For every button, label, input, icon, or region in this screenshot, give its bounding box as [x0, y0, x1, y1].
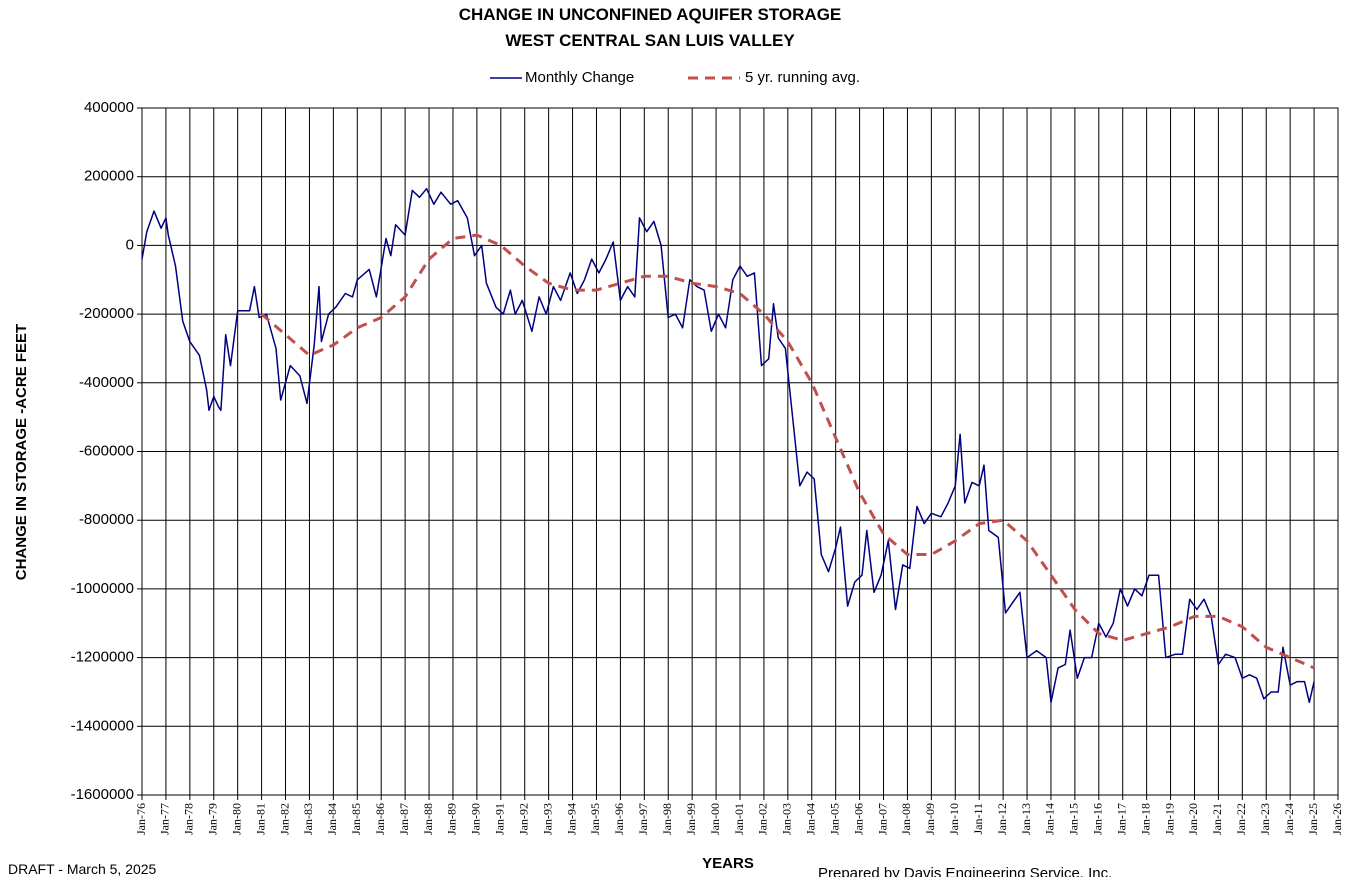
x-tick-label: Jan-96 [612, 803, 626, 835]
x-tick-label: Jan-04 [804, 803, 818, 835]
footer-note: DRAFT - March 5, 2025 [8, 861, 157, 877]
x-tick-label: Jan-22 [1234, 803, 1248, 835]
footer-note: Prepared by Davis Engineering Service, I… [818, 865, 1112, 877]
y-tick-label: -1400000 [71, 717, 134, 734]
x-tick-label: Jan-11 [971, 803, 985, 835]
x-tick-label: Jan-17 [1114, 803, 1128, 835]
x-tick-label: Jan-97 [636, 803, 650, 835]
x-tick-label: Jan-05 [827, 803, 841, 835]
x-tick-label: Jan-25 [1306, 803, 1320, 835]
x-tick-label: Jan-76 [134, 803, 148, 835]
x-tick-label: Jan-24 [1282, 803, 1296, 835]
x-tick-label: Jan-10 [947, 803, 961, 835]
x-tick-label: Jan-84 [325, 803, 339, 835]
x-tick-label: Jan-26 [1330, 803, 1344, 835]
x-tick-label: Jan-00 [708, 803, 722, 835]
x-tick-label: Jan-15 [1067, 803, 1081, 835]
x-tick-label: Jan-90 [469, 803, 483, 835]
y-tick-label: -800000 [79, 511, 134, 528]
legend-label: Monthly Change [525, 69, 634, 86]
x-tick-label: Jan-82 [277, 803, 291, 835]
x-tick-label: Jan-80 [229, 803, 243, 835]
y-tick-label: -1600000 [71, 786, 134, 803]
x-tick-label: Jan-88 [421, 803, 435, 835]
chart-subtitle: WEST CENTRAL SAN LUIS VALLEY [505, 31, 795, 50]
y-tick-label: -200000 [79, 305, 134, 322]
x-tick-label: Jan-16 [1091, 803, 1105, 835]
y-tick-label: -600000 [79, 442, 134, 459]
x-tick-label: Jan-18 [1138, 803, 1152, 835]
x-tick-label: Jan-20 [1186, 803, 1200, 835]
x-axis-label: YEARS [702, 855, 754, 872]
x-tick-label: Jan-83 [301, 803, 315, 835]
x-tick-label: Jan-92 [516, 803, 530, 835]
x-tick-label: Jan-87 [397, 803, 411, 835]
x-tick-label: Jan-02 [756, 803, 770, 835]
x-tick-label: Jan-93 [540, 803, 554, 835]
x-tick-label: Jan-01 [732, 803, 746, 835]
x-tick-label: Jan-95 [588, 803, 602, 835]
x-tick-label: Jan-77 [158, 803, 172, 835]
y-tick-label: -1000000 [71, 580, 134, 597]
x-tick-label: Jan-89 [445, 803, 459, 835]
y-tick-label: 200000 [84, 168, 134, 185]
x-tick-label: Jan-81 [253, 803, 267, 835]
x-tick-label: Jan-91 [493, 803, 507, 835]
x-tick-label: Jan-12 [995, 803, 1009, 835]
x-tick-label: Jan-23 [1258, 803, 1272, 835]
y-tick-label: -1200000 [71, 649, 134, 666]
x-tick-label: Jan-13 [1019, 803, 1033, 835]
series-line [141, 187, 1315, 704]
x-tick-label: Jan-98 [660, 803, 674, 835]
y-axis-label: CHANGE IN STORAGE -ACRE FEET [13, 324, 30, 580]
x-tick-label: Jan-21 [1210, 803, 1224, 835]
y-tick-label: 400000 [84, 99, 134, 116]
x-tick-label: Jan-06 [851, 803, 865, 835]
legend-label: 5 yr. running avg. [745, 69, 860, 86]
chart-title: CHANGE IN UNCONFINED AQUIFER STORAGE [459, 5, 842, 24]
x-tick-label: Jan-08 [899, 803, 913, 835]
x-tick-label: Jan-99 [684, 803, 698, 835]
x-tick-label: Jan-19 [1162, 803, 1176, 835]
x-tick-label: Jan-86 [373, 803, 387, 835]
x-tick-label: Jan-09 [923, 803, 937, 835]
x-tick-label: Jan-94 [564, 803, 578, 835]
x-tick-label: Jan-03 [780, 803, 794, 835]
x-tick-label: Jan-78 [182, 803, 196, 835]
x-tick-label: Jan-85 [349, 803, 363, 835]
x-tick-label: Jan-14 [1043, 803, 1057, 835]
x-tick-label: Jan-07 [875, 803, 889, 835]
x-tick-label: Jan-79 [206, 803, 220, 835]
y-tick-label: 0 [126, 236, 134, 253]
y-tick-label: -400000 [79, 374, 134, 391]
